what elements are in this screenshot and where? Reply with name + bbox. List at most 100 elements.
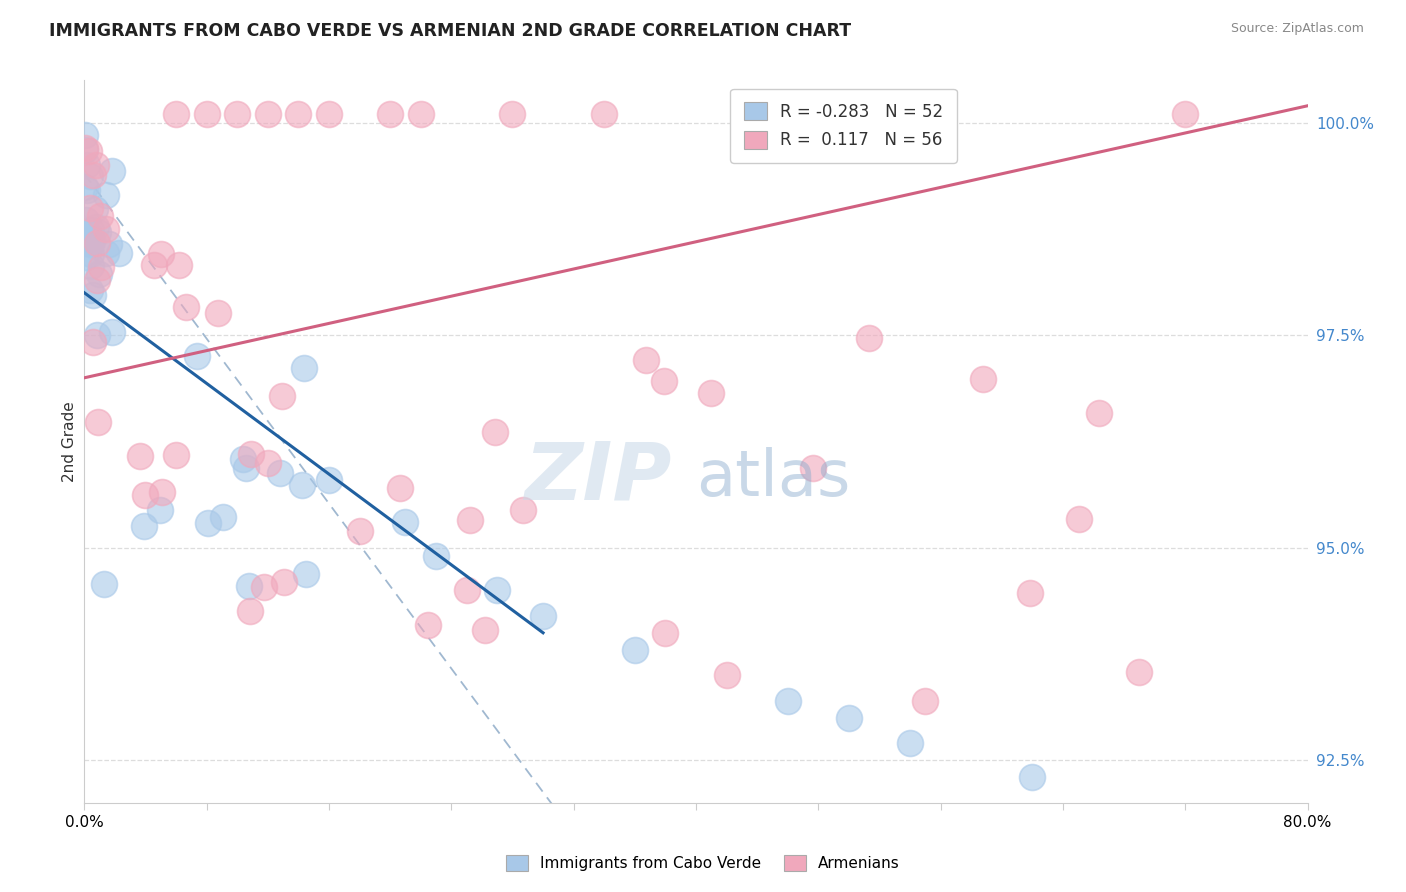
- Point: [94, 222, 117, 236]
- Point: [1174, 107, 1197, 121]
- Point: [502, 107, 524, 121]
- Point: [458, 513, 481, 527]
- Point: [87, 225, 110, 239]
- Point: [79, 201, 101, 215]
- Point: [207, 306, 229, 320]
- Point: [165, 107, 187, 121]
- Point: [96, 188, 118, 202]
- Point: [89, 210, 111, 224]
- Point: [287, 107, 309, 121]
- Point: [380, 107, 402, 121]
- Point: [97, 237, 120, 252]
- Point: [87, 415, 110, 429]
- Point: [84, 158, 107, 172]
- Text: Source: ZipAtlas.com: Source: ZipAtlas.com: [1230, 22, 1364, 36]
- Point: [84, 219, 107, 234]
- Point: [77, 144, 100, 158]
- Point: [197, 516, 219, 530]
- Text: atlas: atlas: [696, 447, 851, 508]
- Point: [1021, 770, 1043, 784]
- Point: [226, 107, 249, 121]
- Point: [1069, 512, 1091, 526]
- Point: [80, 259, 103, 273]
- Point: [239, 604, 262, 618]
- Point: [593, 107, 616, 121]
- Legend: R = -0.283   N = 52, R =  0.117   N = 56: R = -0.283 N = 52, R = 0.117 N = 56: [730, 88, 956, 162]
- Point: [150, 485, 173, 500]
- Point: [409, 107, 432, 121]
- Point: [654, 625, 676, 640]
- Point: [75, 212, 97, 227]
- Point: [235, 460, 257, 475]
- Point: [652, 374, 675, 388]
- Point: [776, 694, 799, 708]
- Point: [195, 107, 218, 121]
- Point: [83, 202, 105, 216]
- Point: [167, 258, 190, 272]
- Point: [73, 128, 96, 142]
- Point: [101, 326, 124, 340]
- Point: [238, 579, 260, 593]
- Point: [801, 461, 824, 475]
- Point: [257, 107, 280, 121]
- Point: [76, 227, 98, 241]
- Point: [129, 450, 152, 464]
- Point: [474, 623, 496, 637]
- Point: [290, 477, 312, 491]
- Point: [82, 288, 104, 302]
- Text: IMMIGRANTS FROM CABO VERDE VS ARMENIAN 2ND GRADE CORRELATION CHART: IMMIGRANTS FROM CABO VERDE VS ARMENIAN 2…: [49, 22, 852, 40]
- Point: [484, 425, 506, 439]
- Point: [716, 668, 738, 682]
- Point: [93, 577, 115, 591]
- Point: [486, 583, 509, 598]
- Point: [77, 228, 100, 243]
- Point: [143, 258, 166, 272]
- Point: [149, 247, 172, 261]
- Point: [972, 371, 994, 385]
- Point: [79, 169, 101, 184]
- Point: [269, 466, 291, 480]
- Point: [257, 456, 280, 470]
- Point: [624, 642, 647, 657]
- Point: [90, 260, 112, 274]
- Point: [73, 141, 96, 155]
- Point: [512, 503, 534, 517]
- Point: [80, 223, 103, 237]
- Point: [418, 618, 440, 632]
- Text: ZIP: ZIP: [524, 439, 672, 516]
- Point: [898, 736, 921, 750]
- Point: [82, 168, 104, 182]
- Point: [82, 334, 104, 349]
- Point: [165, 448, 187, 462]
- Point: [80, 236, 103, 251]
- Point: [273, 574, 295, 589]
- Point: [75, 180, 97, 194]
- Point: [1088, 406, 1111, 420]
- Point: [212, 510, 235, 524]
- Point: [73, 250, 96, 264]
- Point: [914, 694, 936, 708]
- Point: [389, 481, 412, 495]
- Point: [186, 349, 208, 363]
- Point: [1019, 586, 1042, 600]
- Point: [1128, 665, 1150, 679]
- Point: [80, 247, 103, 261]
- Point: [174, 301, 197, 315]
- Point: [425, 549, 447, 564]
- Point: [531, 608, 554, 623]
- Point: [232, 452, 254, 467]
- Point: [86, 236, 108, 251]
- Point: [86, 273, 108, 287]
- Point: [76, 158, 98, 172]
- Point: [318, 473, 340, 487]
- Point: [149, 503, 172, 517]
- Point: [292, 360, 315, 375]
- Point: [76, 183, 98, 197]
- Point: [134, 518, 156, 533]
- Y-axis label: 2nd Grade: 2nd Grade: [62, 401, 77, 482]
- Point: [79, 283, 101, 297]
- Point: [101, 164, 124, 178]
- Point: [295, 566, 318, 581]
- Point: [96, 246, 118, 260]
- Point: [80, 234, 103, 248]
